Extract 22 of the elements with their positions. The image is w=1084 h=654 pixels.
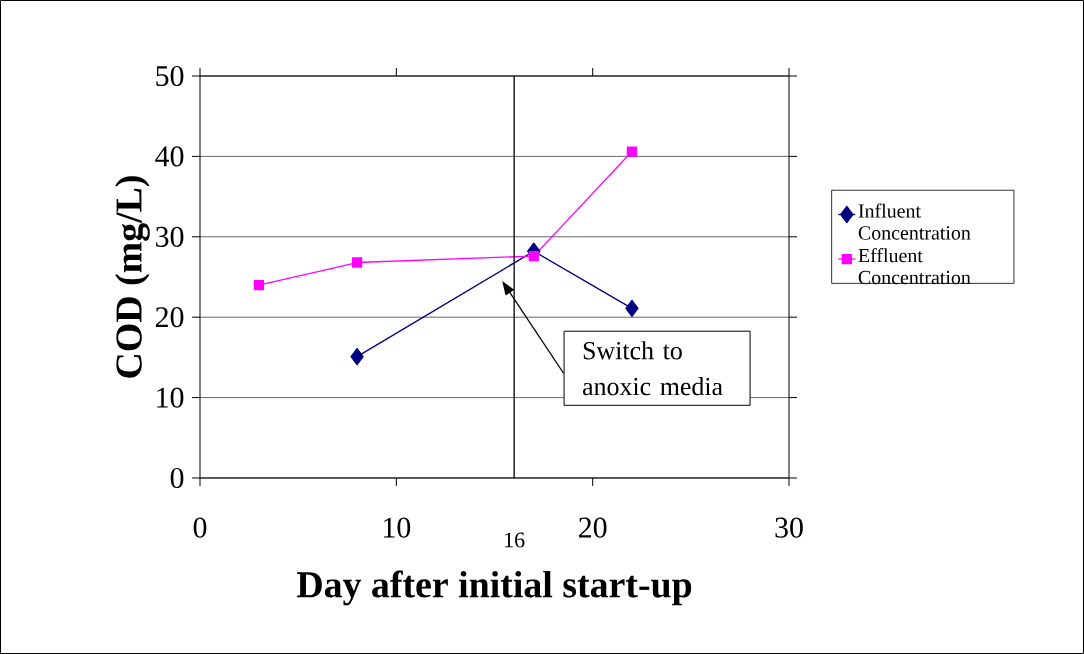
point [528,250,539,262]
point [350,347,364,366]
point [625,299,639,317]
y-tick-label: 50 [156,65,184,87]
y-tick-label: 30 [156,226,184,247]
y-tick-label: 40 [155,146,184,167]
point [253,279,265,291]
legend-label: Influent Concentration [858,203,971,240]
y-tick-label: 0 [170,467,184,489]
y-axis-title: COD (mg/L) [115,176,150,378]
x-tick-label: 0 [193,517,207,538]
ref-line-label: 16 [505,532,525,548]
y-tick-label: 20 [155,307,184,328]
x-axis-title: Day after initial start-up [296,570,692,606]
annotation: Switch to anoxic media [582,341,723,396]
x-tick-label: 20 [579,517,607,538]
point [351,257,363,268]
x-tick-label: 30 [775,517,803,538]
x-tick-label: 10 [384,517,411,538]
y-tick-label: 10 [157,387,184,408]
legend-label: Effluent Concentration [858,248,971,285]
point [626,146,638,157]
